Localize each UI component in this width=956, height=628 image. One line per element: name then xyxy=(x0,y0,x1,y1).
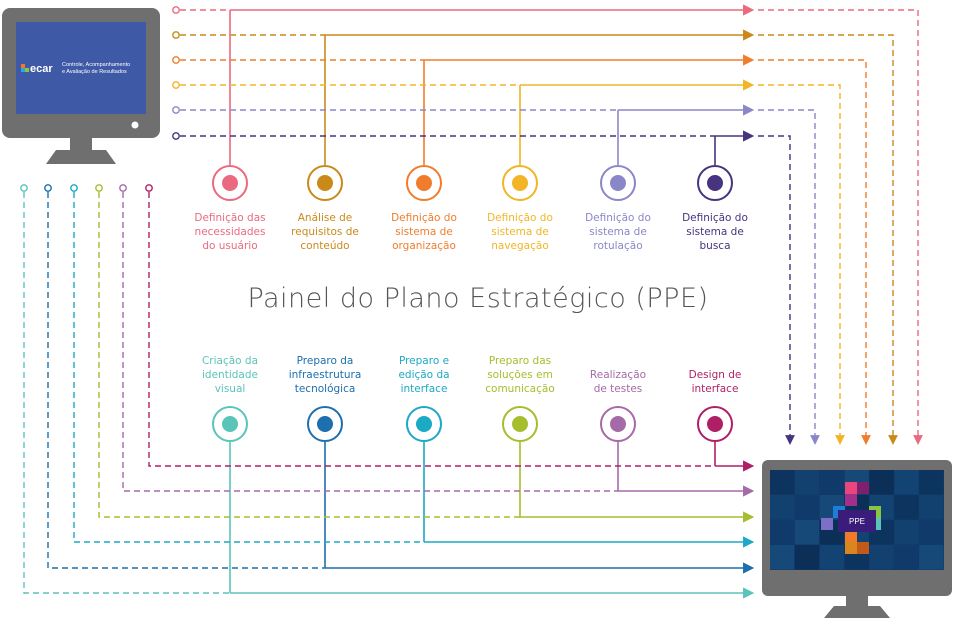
bottom-origin-dot xyxy=(95,184,103,192)
top-origin-dot xyxy=(172,132,180,140)
bottom-step-label: Criação da identidade visual xyxy=(201,355,259,395)
bottom-dashed-segment xyxy=(23,192,230,594)
top-step-label: Definição do sistema de navegação xyxy=(487,212,553,252)
top-origin-dot xyxy=(172,56,180,64)
bottom-origin-dot xyxy=(70,184,78,192)
bottom-step-label: Preparo da infraestrutura tecnológica xyxy=(288,355,362,395)
top-origin-dot xyxy=(172,6,180,14)
top-drop-to-monitor xyxy=(758,9,923,445)
ecar-tagline-1: Controle, Acompanhamento xyxy=(62,62,130,68)
tag-icon xyxy=(600,165,636,201)
top-origin-dot xyxy=(172,31,180,39)
top-origin-dot xyxy=(172,106,180,114)
top-step-label: Definição do sistema de rotulação xyxy=(585,212,651,252)
magnifier-icon xyxy=(697,165,733,201)
top-drop-to-monitor xyxy=(758,135,795,445)
left-monitor: ecar Controle, Acompanhamento e Avaliaçã… xyxy=(2,8,160,164)
bottom-dashed-segment xyxy=(47,192,325,569)
top-origin-dot xyxy=(172,81,180,89)
bottom-dashed-segment xyxy=(148,192,715,467)
top-step-label: Definição das necessidades do usuário xyxy=(194,212,266,252)
pencil-icon xyxy=(212,406,248,442)
top-step-label: Análise de requisitos de conteúdo xyxy=(291,212,359,252)
bottom-origin-dot xyxy=(145,184,153,192)
top-drop-to-monitor xyxy=(758,59,871,445)
cursor-arrow-icon xyxy=(502,165,538,201)
bottom-step-label: Design de interface xyxy=(688,369,742,395)
bottom-dashed-segment xyxy=(98,192,520,518)
bottom-origin-dot xyxy=(20,184,28,192)
top-drop-to-monitor xyxy=(758,34,898,445)
user-at-desk-icon xyxy=(212,165,248,201)
bottom-dashed-segment xyxy=(73,192,424,543)
folders-icon xyxy=(406,165,442,201)
left-monitor-screen xyxy=(16,22,146,114)
gears-icon xyxy=(307,165,343,201)
top-step-label: Definição do sistema de organização xyxy=(391,212,457,252)
thumbs-up-icon xyxy=(600,406,636,442)
bottom-origin-dot xyxy=(119,184,127,192)
ppe-screen-label: PPE xyxy=(849,517,865,526)
top-step-label: Definição do sistema de busca xyxy=(682,212,748,252)
bottom-step-label: Preparo das soluções em comunicação xyxy=(485,355,555,395)
browser-window-icon xyxy=(697,406,733,442)
bottom-step-label: Realização de testes xyxy=(589,369,647,395)
bottom-step-label: Preparo e edição da interface xyxy=(398,355,450,395)
server-icon xyxy=(307,406,343,442)
speech-bubbles-icon xyxy=(502,406,538,442)
ecar-logo: ecar Controle, Acompanhamento e Avaliaçã… xyxy=(21,62,130,75)
bottom-origin-dot xyxy=(44,184,52,192)
right-monitor: PPE xyxy=(762,460,952,618)
smileys-icon xyxy=(406,406,442,442)
top-drop-to-monitor xyxy=(758,84,845,445)
diagram-title: Painel do Plano Estratégico (PPE) xyxy=(247,283,709,314)
ecar-logo-text: ecar xyxy=(30,63,53,75)
ecar-tagline-2: e Avaliação de Resultados xyxy=(62,69,127,75)
